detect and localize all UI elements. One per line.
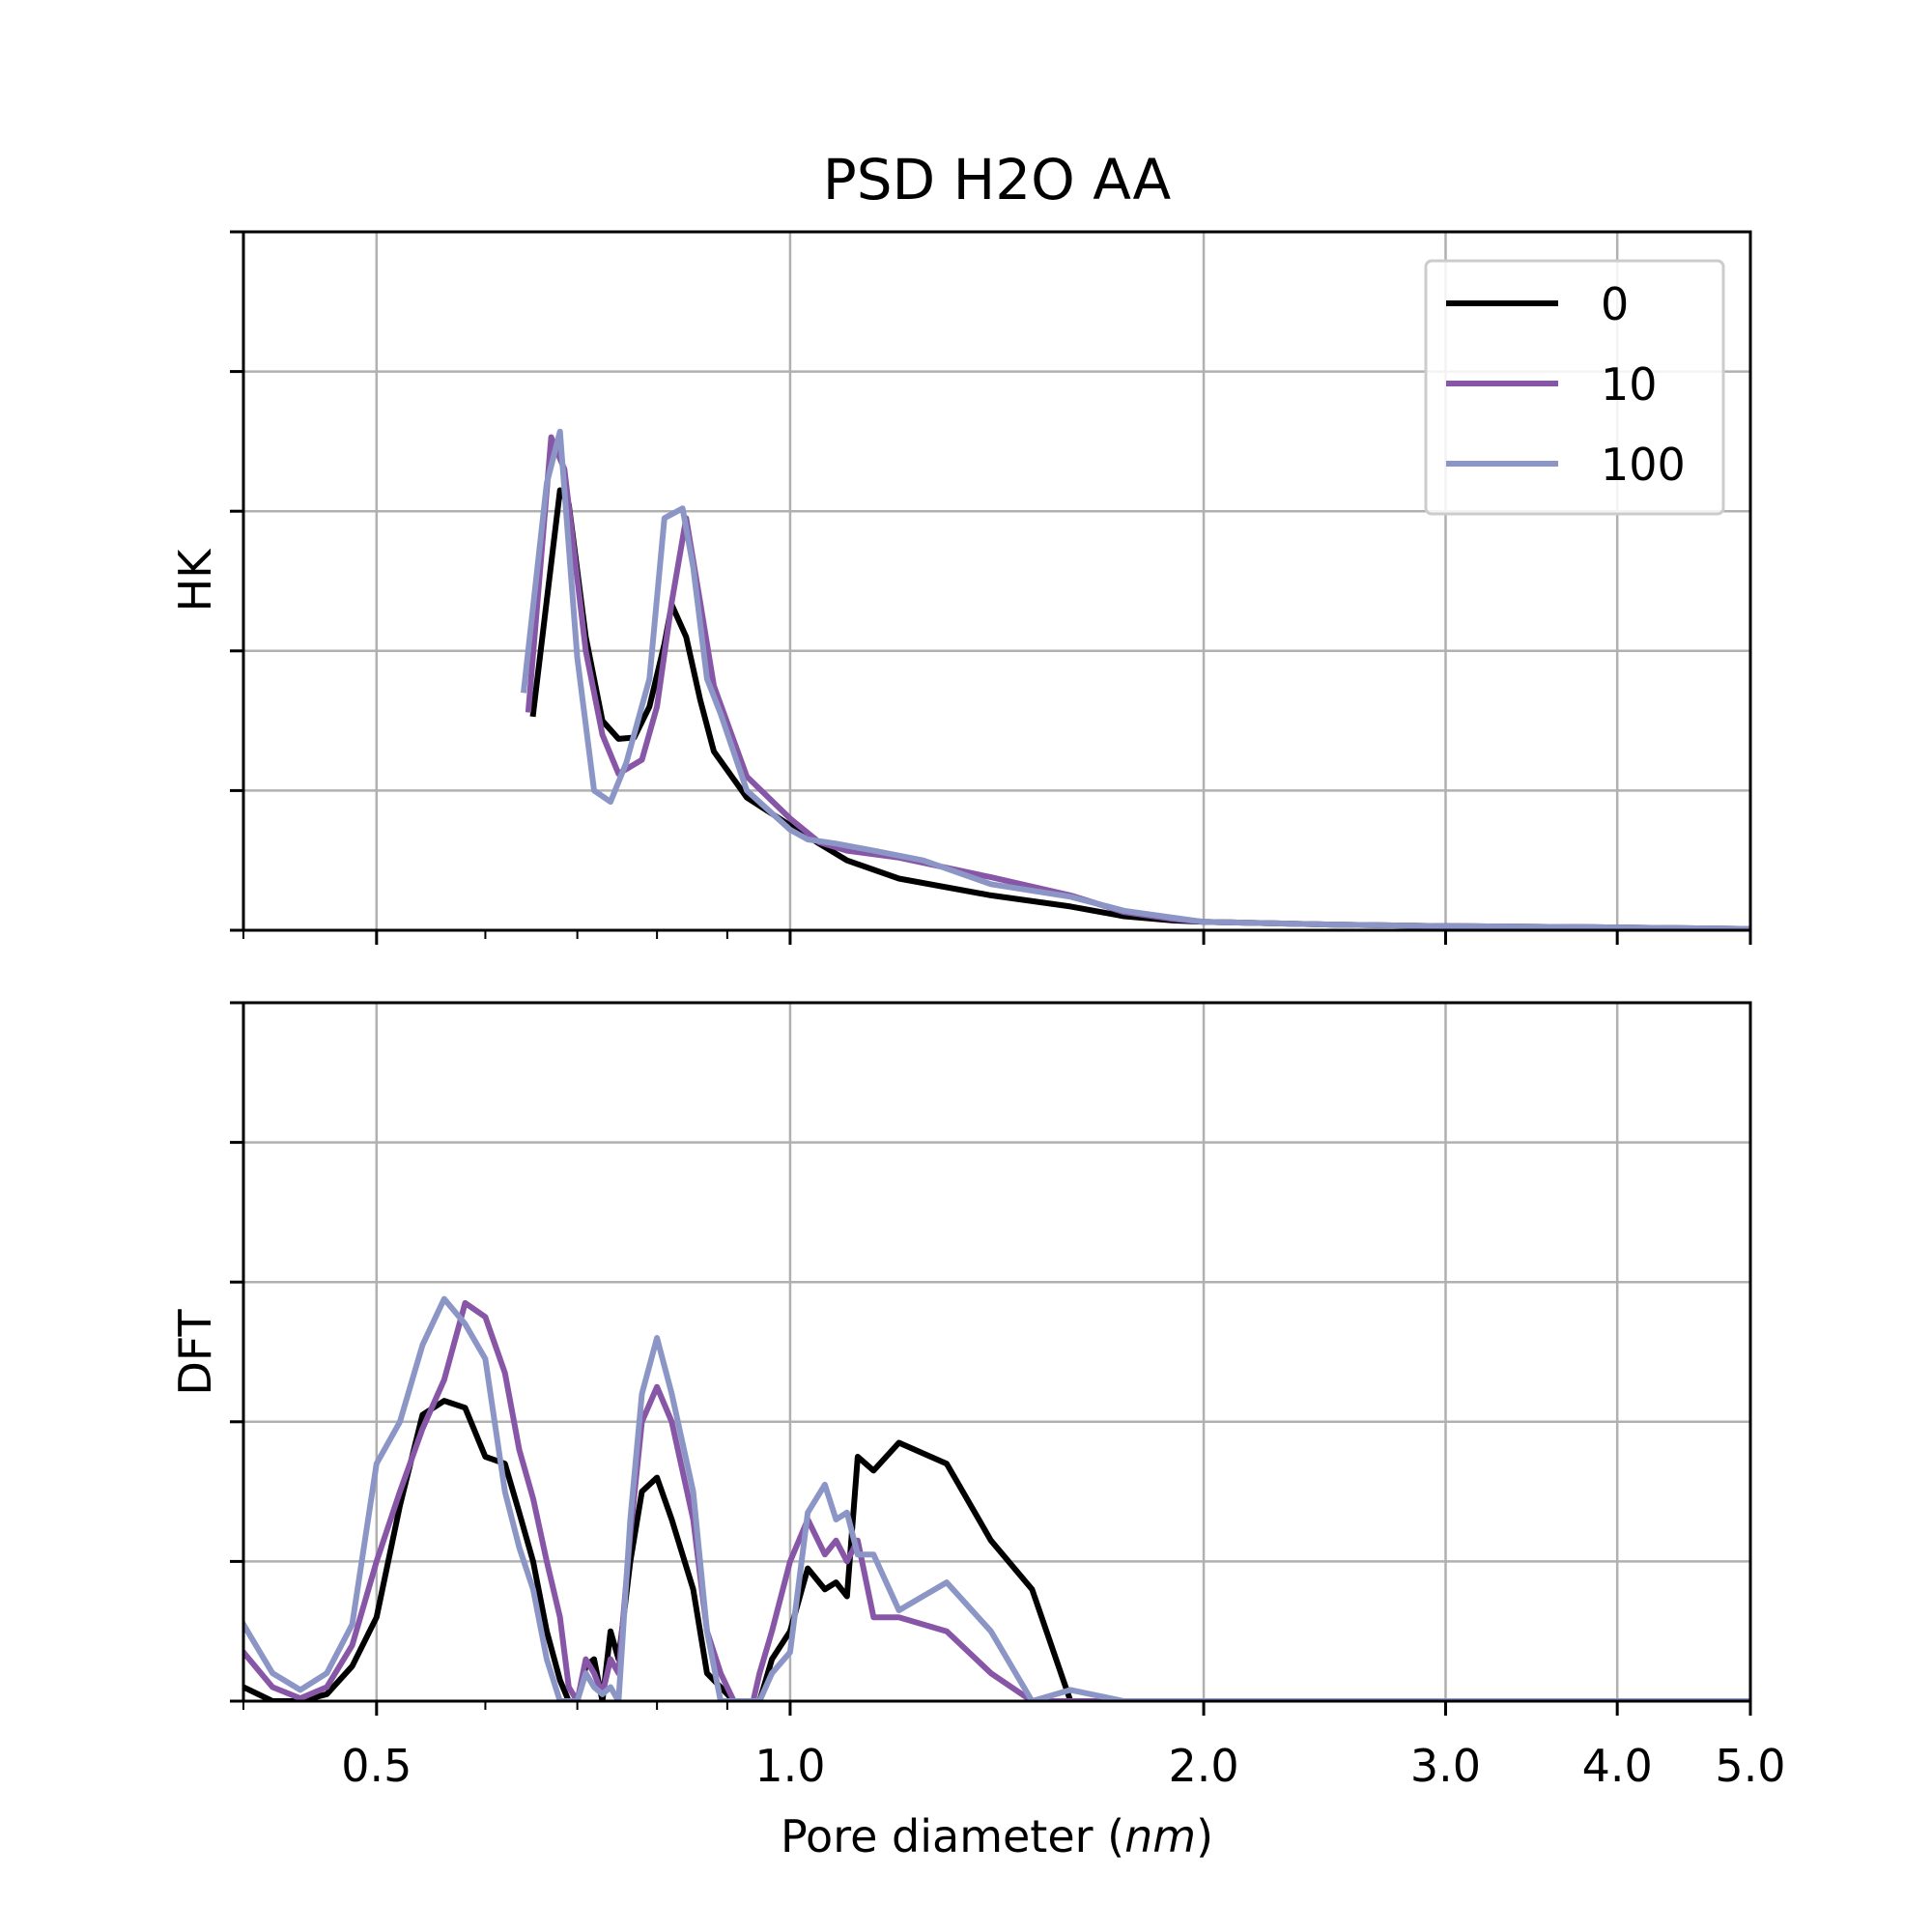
hk-series-group — [520, 428, 1750, 930]
dft-panel: DFT 0.5 1.0 2.0 3.0 4.0 5.0 — [169, 1001, 1786, 1792]
hk-y-axis-label: HK — [169, 548, 221, 612]
figure-title: PSD H2O AA — [823, 147, 1172, 213]
x-tick-labels: 0.5 1.0 2.0 3.0 4.0 5.0 — [341, 1740, 1785, 1792]
hk-ticks — [230, 230, 1752, 945]
x-tick-label: 3.0 — [1410, 1740, 1481, 1792]
dft-axes-frame — [242, 1001, 1752, 1703]
dft-ticks — [230, 1001, 1752, 1716]
dft-series-group — [243, 1295, 1750, 1701]
dft-series-100-line — [243, 1295, 1750, 1701]
dft-series — [243, 1295, 1750, 1701]
hk-axes-frame — [242, 230, 1752, 932]
legend-label-100: 100 — [1601, 439, 1686, 491]
dft-y-axis-label: DFT — [169, 1309, 221, 1396]
legend-label-10: 10 — [1601, 358, 1658, 411]
x-tick-label: 5.0 — [1715, 1740, 1785, 1792]
legend-label-0: 0 — [1601, 278, 1629, 330]
x-tick-label: 0.5 — [341, 1740, 412, 1792]
x-axis-label-unit: nm — [1124, 1810, 1196, 1862]
x-tick-label: 1.0 — [754, 1740, 825, 1792]
x-tick-label: 4.0 — [1582, 1740, 1653, 1792]
hk-series-100-line — [520, 428, 1750, 930]
legend-box — [1424, 259, 1725, 516]
x-axis-label: Pore diameter (nm) — [781, 1810, 1213, 1862]
x-axis-label-prefix: Pore diameter ( — [781, 1810, 1124, 1862]
legend: 0 10 100 — [1424, 259, 1725, 516]
x-axis-label-suffix: ) — [1196, 1810, 1213, 1862]
hk-series — [520, 428, 1750, 930]
x-tick-label: 2.0 — [1168, 1740, 1238, 1792]
dft-series-0-line — [243, 1398, 1750, 1701]
